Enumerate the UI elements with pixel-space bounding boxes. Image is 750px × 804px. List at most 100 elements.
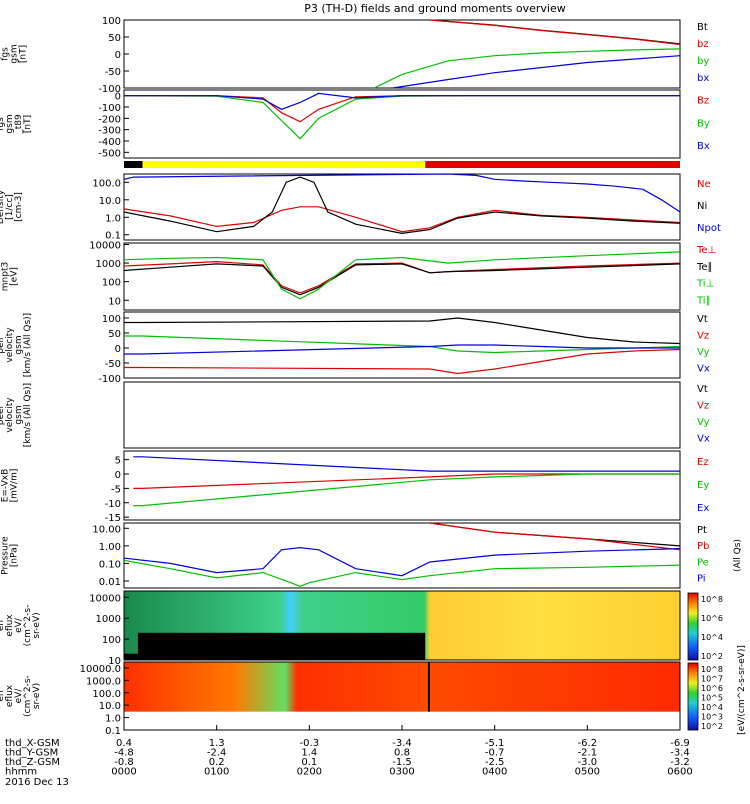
legend-efield-1: Ey [697,480,709,491]
y-tick-label: 0.01 [99,577,121,588]
legend-density-1: Ni [697,201,707,212]
x-tick-label: -1.5 [392,757,412,768]
series-peir_vel-Vx [124,344,680,355]
y-tick-label: 0 [115,92,121,103]
x-tick-label: 0200 [297,767,322,778]
panel-frame [123,242,681,311]
y-axis-label: E=-VxB[mV/m] [1,469,20,503]
x-tick-label: -2.1 [578,748,598,759]
series-peir_vel-Vt [124,317,681,345]
legend-fgs_zoom-1: By [697,118,710,129]
y-tick-label: 10.00 [92,524,121,535]
legend-fgs-3: bx [697,73,709,84]
legend-peer_vel-1: Vz [697,400,709,411]
x-tick-label: 0300 [389,767,414,778]
y-tick-label: 10 [108,296,121,307]
colorbar-tick-label: 10^4 [701,703,723,712]
panel-fgs_zoom: 0-100-200-300-400-500 thdfgsgsm_t89[nT] Bz… [0,89,710,159]
y-tick-label: -100 [98,374,121,385]
legend-peer_vel-3: Vx [697,433,710,444]
y-tick-label: 10.0 [99,196,121,207]
x-axis-row-label: thd_Z-GSM [5,757,60,768]
x-tick-label: 0400 [482,767,507,778]
y-tick-label: 5 [115,456,121,467]
series-efield-Ex [133,456,680,472]
y-tick-label: 0.10 [99,559,121,570]
x-tick-label: -3.0 [578,757,598,768]
y-axis-label: thdfgsgsm_t89[nT] [0,114,33,135]
series-pressure-Pe [123,559,681,587]
state-bar [124,161,680,168]
x-tick-label: -3.4 [392,738,412,749]
y-tick-label: 1.00 [99,542,121,553]
series-density-Ne [123,206,681,233]
y-axis-label: thdpeirvelocitygsm[km/s (All Qs)] [0,313,33,377]
x-tick-label: -3.2 [670,757,690,768]
x-tick-label: -0.3 [300,738,320,749]
spectrogram-ions-low-energy [137,632,426,660]
panel-frame [123,381,681,449]
y-tick-label: 10.0 [99,701,121,712]
legend-fgs-2: by [697,56,709,67]
x-tick-label: -6.9 [670,738,690,749]
y-tick-label: -10 [105,499,121,510]
series-pressure-Pi [123,546,681,577]
x-tick-label: 0.8 [394,748,410,759]
series-fgs-bx [392,55,681,89]
colorbar-tick-label: 10^2 [701,652,723,661]
y-tick-label: 50 [108,329,121,340]
legend-peir_vel-1: Vz [697,330,709,341]
y-tick-label: 1000 [96,259,121,270]
side-note: (All Qs) [733,539,743,572]
x-tick-label: 0600 [667,767,692,778]
x-tick-label: 1.4 [301,748,317,759]
panel-frame [123,450,681,521]
series-fgs_zoom-By [123,95,680,140]
y-tick-label: 0 [115,344,121,355]
y-axis-label: Pressure[nPa] [1,536,20,575]
colorbar-tick-label: 10^8 [701,595,723,604]
y-tick-label: 1000.0 [86,676,121,687]
y-tick-label: 50 [108,33,121,44]
series-density-Npot [123,173,681,213]
legend-efield-0: Ez [697,457,709,468]
colorbar-2-scale [687,662,699,731]
x-tick-label: -5.1 [485,738,505,749]
legend-efield-2: Ex [697,503,709,514]
x-tick-label: 0.2 [209,757,225,768]
legend-temp-2: Ti⊥ [696,279,714,290]
legend-density-2: Npot [697,223,721,234]
panel-density: 100.0 10.0 1.0 0.1 Density[1/cc][cm-3] Ne Ni Np… [0,173,721,242]
panel-peir_en: 10000 1000 100 10 thdpeirenefluxeV/(cm^2-s-s… [0,590,681,667]
colorbar-tick-label: 10^4 [701,633,723,642]
series-temp-Te∥ [123,263,681,296]
spectrogram-ions-start [124,653,138,660]
y-axis-label: mnpt3[eV] [1,262,20,291]
legend-peer_vel-2: Vy [697,417,710,428]
y-tick-label: 1000 [96,614,121,625]
x-tick-label: 0000 [111,767,136,778]
y-tick-label: 10000 [89,593,121,604]
y-tick-label: -100 [98,84,121,95]
legend-density-0: Ne [697,179,711,190]
y-tick-label: 1.0 [105,213,121,224]
panel-peer_vel: thdpeervelocitygsm[km/s (All Qs)] Vt Vz Vy V… [0,381,710,449]
x-tick-label: -2.5 [485,757,505,768]
x-tick-label: 0500 [575,767,600,778]
y-tick-label: 100.0 [92,689,121,700]
y-tick-label: 100 [102,314,121,325]
colorbar-1-scale [687,592,699,661]
y-tick-label: -500 [98,148,121,159]
legend-pressure-0: Pt [697,525,707,536]
y-tick-label: 100 [102,278,121,289]
y-axis-label: thdpeervelocitygsm[km/s (All Qs)] [0,383,33,447]
y-tick-label: -15 [105,513,121,524]
y-tick-label: -100 [98,103,121,114]
y-tick-label: 10000 [89,240,121,251]
y-tick-label: 1.0 [105,714,121,725]
x-tick-label: -3.4 [670,748,690,759]
panel-fgs: 100 50 0 -50 -100 thdfgsgsm[nT] Bt bz by bx [0,16,709,95]
y-tick-label: 0 [115,470,121,481]
panel-temp: 10000 1000 100 10 mnpt3[eV] Te⊥ Te∥ Ti⊥ Ti∥ [1,240,716,311]
